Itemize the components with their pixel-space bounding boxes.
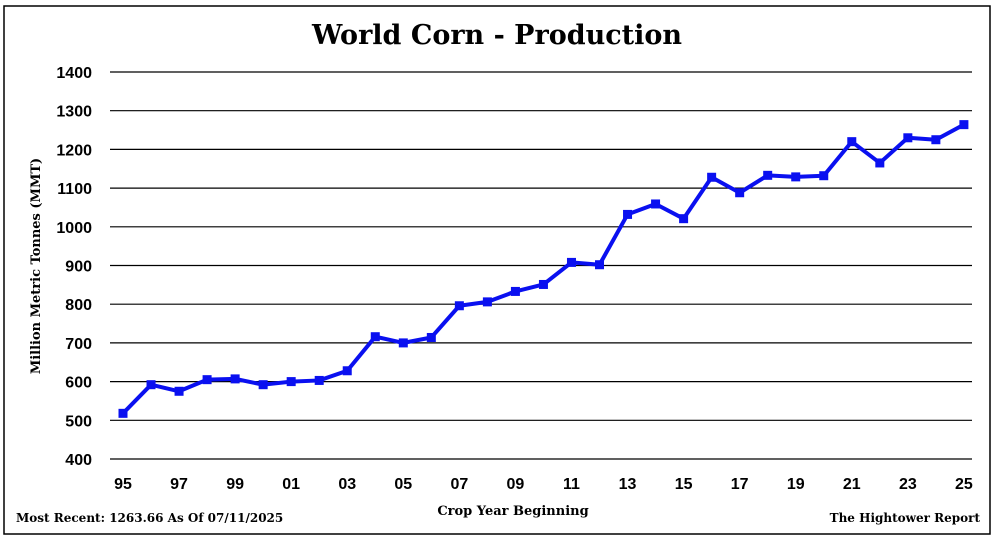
x-tick-label: 09 [507,476,525,493]
x-tick-label: 15 [675,476,693,493]
data-point-25 [959,120,969,130]
x-tick-label: 19 [787,476,805,493]
data-point-12 [595,260,605,270]
x-tick-label: 11 [563,476,580,493]
x-tick-label: 05 [394,476,412,493]
data-point-22 [875,158,885,168]
x-tick-label: 13 [619,476,637,493]
data-point-14 [651,199,661,209]
x-tick-label: 01 [282,476,300,493]
x-tick-label: 07 [450,476,468,493]
data-point-03 [342,366,352,376]
y-tick-label: 1200 [56,142,92,159]
data-point-23 [903,133,913,143]
x-tick-label: 17 [731,476,749,493]
data-point-04 [370,332,380,342]
x-tick-label: 99 [226,476,244,493]
x-axis-label: Crop Year Beginning [437,504,588,519]
y-tick-label: 1300 [56,104,92,121]
footnote-source: The Hightower Report [830,511,981,525]
x-tick-label: 95 [114,476,132,493]
data-point-95 [118,408,128,418]
data-point-02 [314,375,324,385]
y-tick-label: 700 [65,336,92,353]
data-point-05 [398,338,408,348]
data-point-18 [763,170,773,180]
y-tick-label: 1100 [57,181,92,198]
y-tick-label: 1000 [56,220,92,237]
x-tick-label: 97 [170,476,188,493]
data-point-98 [202,375,212,385]
data-point-08 [482,297,492,307]
data-point-17 [735,188,745,198]
chart-title: World Corn - Production [311,20,682,51]
data-point-01 [286,377,296,387]
y-tick-label: 500 [65,413,92,430]
data-point-00 [258,380,268,390]
grid-layer [110,71,972,460]
data-point-07 [454,301,464,311]
footnote-most-recent: Most Recent: 1263.66 As Of 07/11/2025 [16,511,283,525]
series-line-0 [121,122,965,415]
data-point-96 [146,380,156,390]
data-point-06 [426,332,436,342]
data-point-11 [566,257,576,267]
data-point-20 [819,171,829,181]
x-tick-label: 25 [955,476,973,493]
x-tick-label: 23 [899,476,917,493]
data-point-19 [791,172,801,182]
data-point-16 [707,172,717,182]
y-axis-label: Million Metric Tonnes (MMT) [29,158,44,374]
chart-border [3,5,991,535]
x-tick-layer: 95 97 99 01 03 05 07 09 11 13 15 17 19 21 23 25 [114,476,973,493]
data-point-97 [174,386,184,396]
y-tick-layer: 400 500 600 700 800 900 1000 1100 1200 1300 1400 [56,65,92,469]
data-point-09 [510,286,520,296]
y-tick-label: 800 [65,297,92,314]
series-layer [118,120,969,418]
data-point-15 [679,214,689,224]
y-tick-label: 600 [65,375,92,392]
data-point-99 [230,374,240,384]
data-point-21 [847,137,857,147]
y-tick-label: 900 [65,259,92,276]
x-tick-label: 03 [338,476,356,493]
x-tick-label: 21 [843,476,861,493]
data-point-24 [931,135,941,145]
y-tick-label: 400 [65,452,92,469]
data-point-10 [538,279,548,289]
data-point-13 [623,209,633,219]
y-tick-label: 1400 [56,65,92,82]
